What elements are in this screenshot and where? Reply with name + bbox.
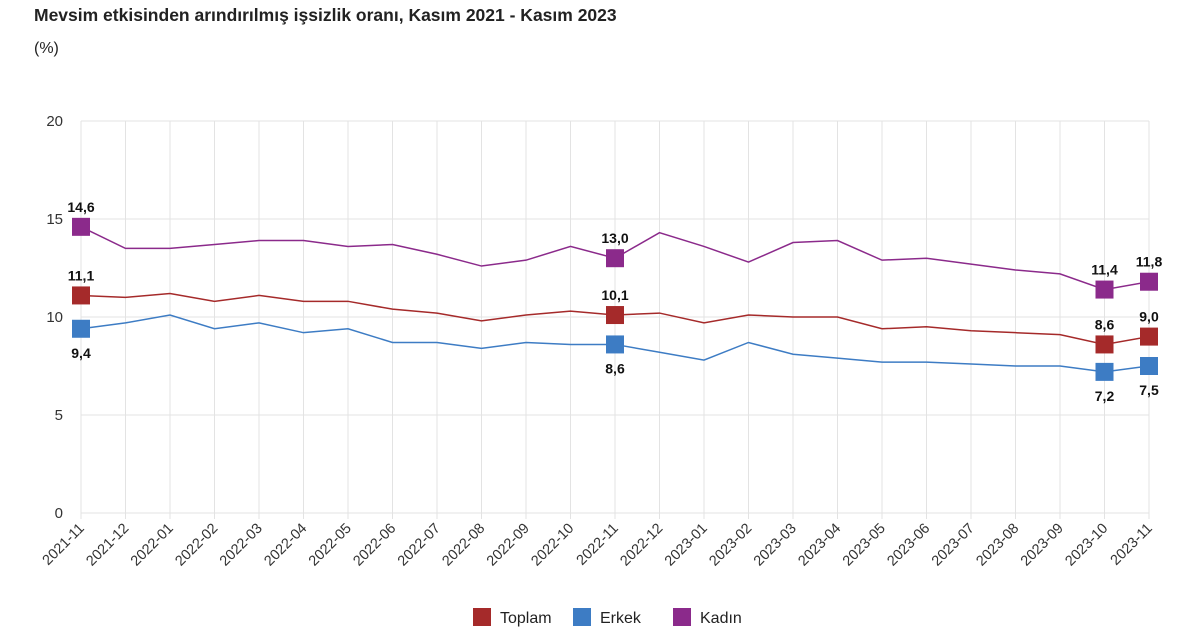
data-marker: [606, 249, 624, 268]
data-label: 7,2: [1095, 388, 1115, 404]
y-tick-label: 5: [55, 407, 63, 424]
x-tick-label: 2023-06: [884, 521, 933, 570]
x-tick-label: 2022-03: [217, 521, 266, 570]
x-tick-label: 2022-04: [261, 521, 310, 570]
y-tick-label: 0: [55, 505, 63, 522]
y-tick-label: 10: [46, 309, 63, 326]
x-tick-label: 2023-10: [1062, 521, 1111, 570]
legend-label: Toplam: [500, 610, 552, 627]
legend-label: Erkek: [600, 610, 642, 627]
x-tick-label: 2022-01: [128, 521, 177, 570]
unit-label: (%): [34, 40, 59, 57]
x-tick-label: 2023-08: [973, 521, 1022, 570]
data-label: 9,4: [71, 345, 91, 361]
x-tick-label: 2022-06: [350, 521, 399, 570]
data-marker: [72, 319, 90, 338]
x-tick-label: 2023-09: [1018, 521, 1067, 570]
data-marker: [606, 306, 624, 325]
data-label: 11,1: [68, 267, 95, 283]
x-tick-label: 2022-09: [484, 521, 533, 570]
data-label: 7,5: [1139, 382, 1159, 398]
data-label: 9,0: [1139, 309, 1159, 325]
x-tick-label: 2021-11: [40, 521, 88, 569]
data-marker: [1140, 327, 1158, 346]
legend-swatch: [673, 608, 691, 626]
x-tick-label: 2022-07: [395, 521, 444, 570]
x-tick-label: 2022-12: [617, 521, 666, 570]
data-label: 14,6: [67, 199, 94, 215]
data-marker: [72, 217, 90, 236]
y-tick-label: 20: [46, 113, 63, 130]
data-marker: [1095, 362, 1114, 381]
x-tick-label: 2021-12: [83, 521, 132, 570]
legend-swatch: [573, 608, 591, 626]
data-marker: [606, 335, 624, 354]
legend-swatch: [473, 608, 491, 626]
data-label: 10,1: [601, 287, 628, 303]
x-tick-label: 2023-04: [795, 521, 844, 570]
x-tick-label: 2023-03: [751, 521, 800, 570]
data-label: 8,6: [1095, 316, 1115, 332]
legend-label: Kadın: [700, 610, 742, 627]
data-marker: [1140, 272, 1158, 291]
chart-title: Mevsim etkisinden arındırılmış işsizlik …: [34, 5, 617, 25]
data-marker: [1140, 357, 1158, 375]
data-marker: [1095, 335, 1114, 354]
data-label: 11,8: [1136, 254, 1163, 270]
y-tick-label: 15: [46, 211, 63, 228]
x-tick-label: 2023-11: [1108, 521, 1156, 569]
data-label: 8,6: [605, 360, 625, 376]
x-tick-label: 2023-05: [840, 521, 889, 570]
x-tick-label: 2023-07: [929, 521, 978, 570]
x-tick-label: 2022-11: [574, 521, 622, 569]
data-label: 13,0: [601, 230, 628, 246]
x-tick-label: 2023-01: [662, 521, 711, 570]
data-label: 11,4: [1091, 262, 1118, 278]
x-tick-label: 2022-02: [172, 521, 221, 570]
x-tick-label: 2023-02: [706, 521, 755, 570]
x-tick-label: 2022-08: [439, 521, 488, 570]
x-tick-label: 2022-05: [306, 521, 355, 570]
x-tick-label: 2022-10: [528, 521, 577, 570]
data-marker: [72, 286, 90, 305]
data-marker: [1095, 280, 1114, 299]
